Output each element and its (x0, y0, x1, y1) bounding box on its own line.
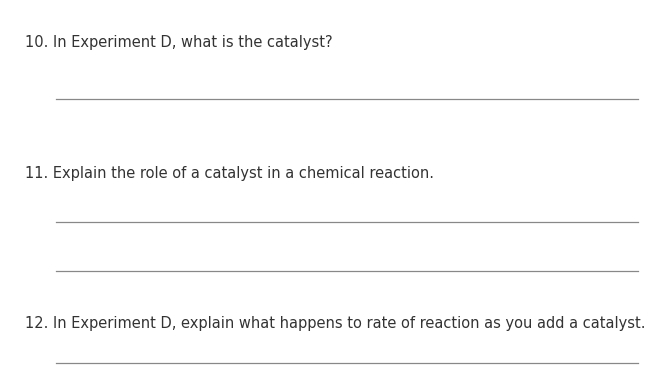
Text: 11. Explain the role of a catalyst in a chemical reaction.: 11. Explain the role of a catalyst in a … (25, 166, 434, 181)
Text: 12. In Experiment D, explain what happens to rate of reaction as you add a catal: 12. In Experiment D, explain what happen… (25, 316, 646, 331)
Text: 10. In Experiment D, what is the catalyst?: 10. In Experiment D, what is the catalys… (25, 35, 333, 50)
